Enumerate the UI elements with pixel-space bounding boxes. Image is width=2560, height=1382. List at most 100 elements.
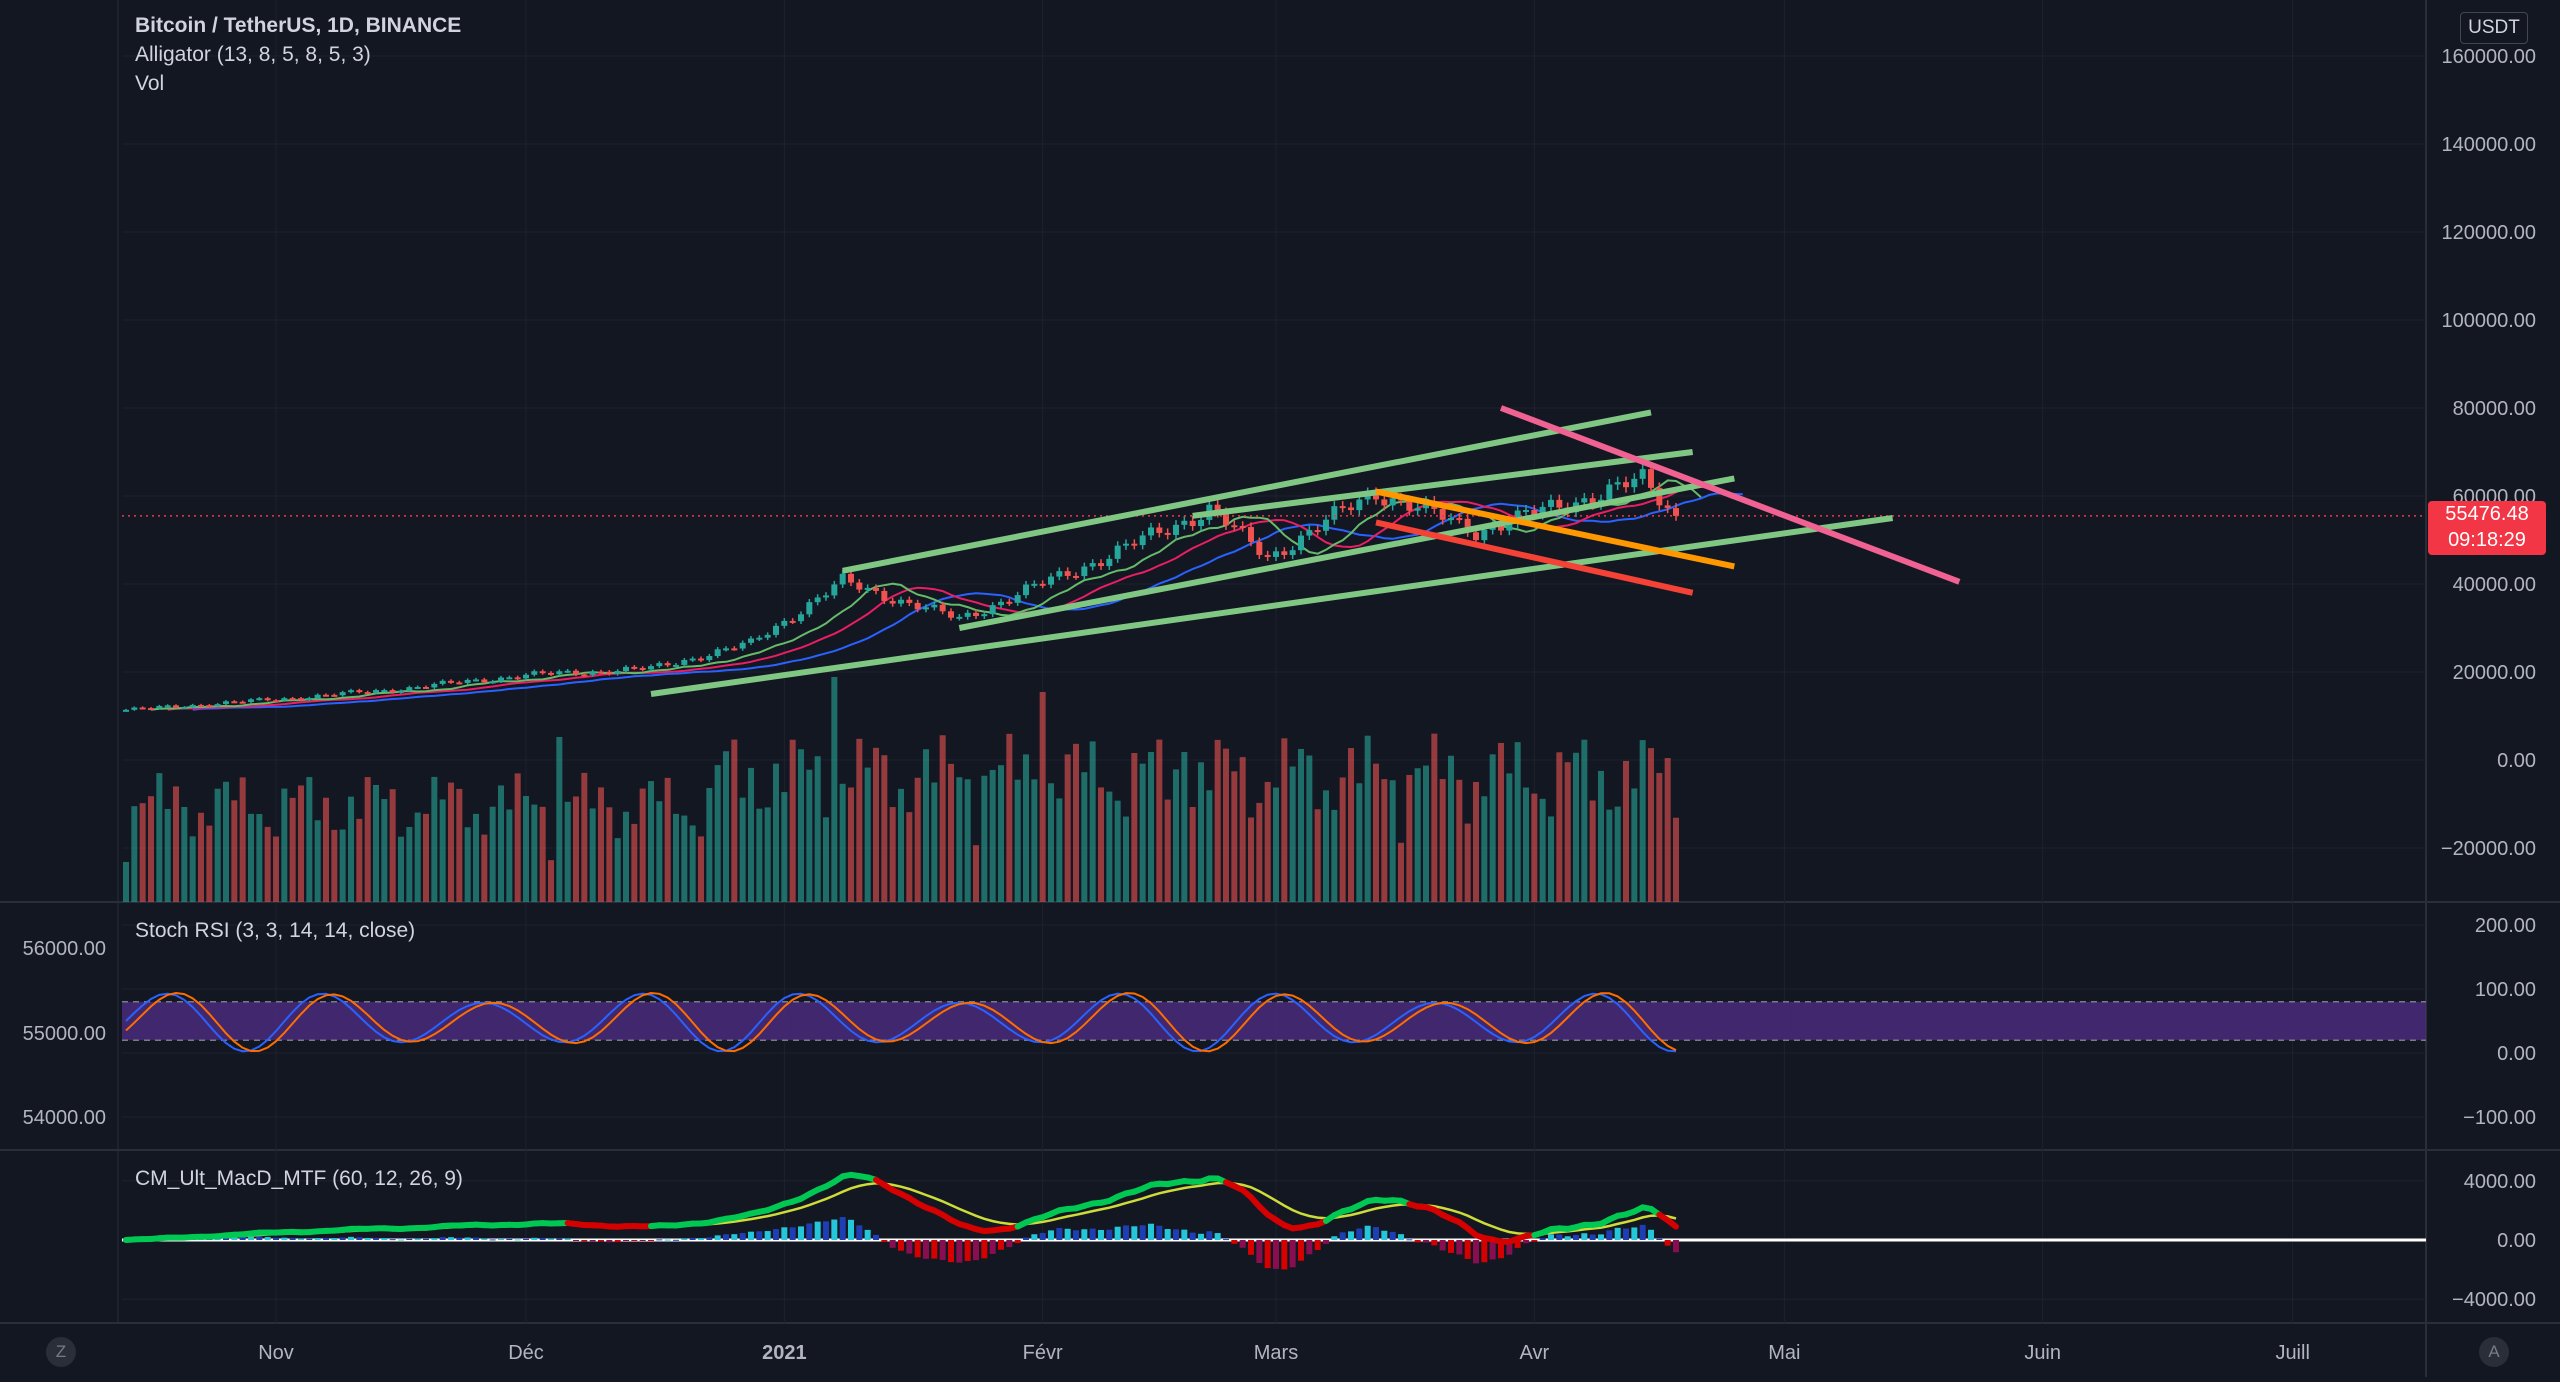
macd-hist-bar [756,1231,762,1240]
candle [490,680,496,684]
volume-bar [123,862,129,902]
macd-hist-bar [1081,1229,1087,1240]
volume-bar [598,787,604,902]
candle [181,706,187,709]
macd-hist-bar [815,1222,821,1240]
candle-body [231,701,237,703]
volume-bar [740,798,746,902]
candle-body [448,681,454,683]
volume-bar [615,838,621,902]
stoch-rsi-label[interactable]: Stoch RSI (3, 3, 14, 14, close) [135,919,415,943]
timezone-button[interactable]: Z [46,1337,76,1367]
macd-hist-bar [481,1239,487,1240]
macd-hist-bar [365,1238,371,1240]
candle-body [723,648,729,650]
macd-label[interactable]: CM_Ult_MacD_MTF (60, 12, 26, 9) [135,1167,463,1191]
macd-hist-bar [306,1239,312,1240]
candle [1340,501,1346,512]
volume-bar [915,778,921,902]
candle [248,698,254,703]
macd-axis-tick: 4000.00 [2464,1171,2536,1193]
candle-body [1348,507,1354,510]
candle-body [248,699,254,702]
left-axis-tick: 54000.00 [23,1107,106,1129]
volume-bar [1148,752,1154,902]
volume-bar [215,789,221,902]
volume-bar [348,797,354,902]
volume-bar [1540,799,1546,902]
volume-bar [1090,741,1096,902]
candle-body [1098,563,1104,566]
candle [531,669,537,676]
candle [806,599,812,617]
volume-bar [1140,764,1146,902]
macd-hist-bar [673,1240,679,1241]
volume-bar [165,809,171,902]
volume-bar [1456,780,1462,902]
macd-hist-bar [290,1238,296,1240]
macd-hist-bar [1381,1231,1387,1240]
macd-hist-bar [973,1240,979,1260]
volume-bar [1340,777,1346,902]
macd-axis-tick: 0.00 [2497,1230,2536,1252]
candle-body [1381,499,1387,505]
candle [715,647,721,658]
candle-body [190,705,196,707]
volume-bar [756,809,762,902]
symbol-title[interactable]: Bitcoin / TetherUS, 1D, BINANCE [135,12,461,40]
volume-bar [773,764,779,902]
macd-hist-bar [473,1238,479,1240]
volume-bar [1040,692,1046,902]
volume-bar [131,806,137,902]
volume-bar [723,751,729,902]
candle-body [173,705,179,707]
macd-hist-bar [1640,1225,1646,1240]
volume-bar [973,845,979,902]
volume-indicator-label[interactable]: Vol [135,70,164,98]
volume-bar [298,785,304,902]
volume-bar [1440,779,1446,902]
macd-hist-bar [890,1240,896,1248]
candle-body [240,702,246,704]
macd-hist-bar [598,1240,604,1241]
macd-hist-bar [656,1239,662,1240]
candle-body [1323,520,1329,531]
alligator-indicator-label[interactable]: Alligator (13, 8, 5, 8, 5, 3) [135,41,371,69]
currency-badge[interactable]: USDT [2460,12,2528,44]
volume-bar [573,796,579,902]
candle-body [1315,530,1321,532]
candle-body [465,680,471,683]
candle-body [1331,506,1337,520]
volume-bar [1581,740,1587,902]
volume-bar [923,749,929,902]
candle [565,669,571,673]
macd-hist-bar [1390,1232,1396,1240]
volume-bar [1123,817,1129,902]
macd-hist-bar [706,1237,712,1240]
trendline-support-green [651,518,1893,694]
candle [440,679,446,685]
time-axis-tick: 2021 [762,1342,807,1364]
macd-hist-bar [548,1239,554,1240]
candle [1331,501,1337,524]
price-axis-tick: 100000.00 [2441,310,2536,332]
volume-bar [1481,796,1487,902]
candle-body [831,584,837,595]
candle [1140,531,1146,549]
candle-body [1548,500,1554,507]
macd-hist-bar [1340,1232,1346,1240]
candle-body [1415,508,1421,510]
volume-bar [1006,734,1012,902]
volume-bar [381,799,387,902]
macd-hist-bar [1048,1230,1054,1240]
macd-hist-bar [1373,1227,1379,1240]
volume-bar [515,773,521,902]
candle [348,689,354,694]
volume-bar [731,740,737,902]
candle [615,669,621,675]
candle-body [1190,521,1196,526]
candle-body [1456,518,1462,520]
volume-bar [523,796,529,902]
auto-scale-button[interactable]: A [2479,1337,2509,1367]
candle-body [765,635,771,638]
